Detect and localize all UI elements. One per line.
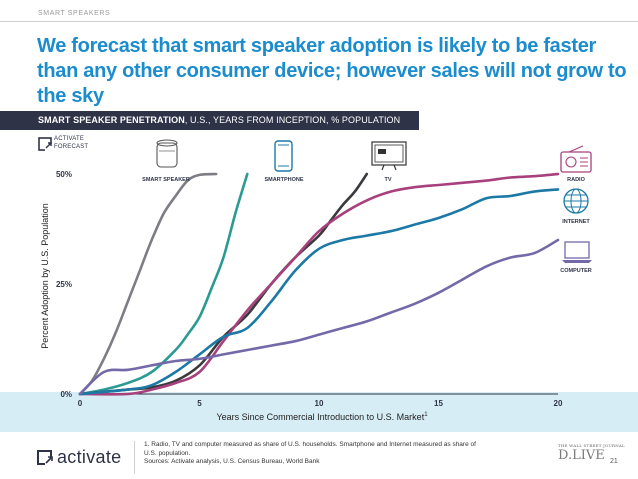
y-tick-label: 0% — [60, 390, 72, 399]
banner-rest: , U.S., YEARS FROM INCEPTION, % POPULATI… — [184, 115, 401, 125]
radio-icon — [560, 145, 592, 173]
series-label-smart-speaker: SMART SPEAKER — [142, 177, 190, 183]
section-rule — [0, 21, 638, 22]
adoption-chart: 0% 25% 50% 0 5 10 15 20 SMART SPEAKER SMARTPHON… — [40, 139, 592, 422]
x-axis-label: Years Since Commercial Introduction to U… — [216, 412, 428, 422]
axis-band — [0, 392, 638, 432]
footnote: 1. Radio, TV and computer measured as sh… — [144, 441, 524, 467]
tv-icon — [371, 141, 407, 171]
x-tick-label: 15 — [434, 399, 443, 408]
footer-divider — [134, 441, 135, 474]
smartphone-icon — [274, 140, 293, 172]
x-axis-label-text: Years Since Commercial Introduction to U… — [216, 412, 424, 422]
x-tick-label: 0 — [78, 399, 83, 408]
globe-icon — [563, 188, 589, 214]
footnote-line-3: Sources: Activate analysis, U.S. Census … — [144, 458, 320, 465]
activate-logo-text: activate — [57, 447, 122, 467]
series-line-tv — [78, 172, 369, 396]
forecast-mark-icon — [38, 137, 52, 151]
x-tick-label: 5 — [197, 399, 202, 408]
partner-logo-big: D.LIVE — [558, 448, 605, 463]
series-label-tv: TV — [384, 177, 391, 183]
forecast-line-1: ACTIVATE — [54, 136, 85, 142]
forecast-text: ACTIVATE FORECAST — [54, 135, 88, 151]
series-label-radio: RADIO — [567, 177, 585, 183]
partner-logo-small: THE WALL STREET JOURNAL — [558, 443, 625, 448]
page-number: 21 — [610, 458, 618, 465]
banner-bold: SMART SPEAKER PENETRATION — [38, 115, 185, 125]
series-label-smartphone: SMARTPHONE — [264, 177, 303, 183]
smart-speaker-icon — [156, 139, 178, 168]
series-line-smart-speaker — [78, 172, 218, 396]
series-line-internet — [78, 188, 560, 396]
activate-logo-icon — [37, 450, 53, 466]
y-axis-label: Percent Adoption by U.S. Population — [40, 203, 50, 349]
laptop-icon — [562, 241, 592, 263]
y-tick-label: 50% — [56, 170, 72, 179]
series-label-internet: INTERNET — [562, 219, 590, 225]
series-label-computer: COMPUTER — [560, 268, 592, 274]
y-tick-label: 25% — [56, 280, 72, 289]
footnote-line-2: U.S. population. — [144, 449, 191, 457]
forecast-line-2: FORECAST — [54, 144, 89, 150]
footnote-line-1: 1. Radio, TV and computer measured as sh… — [144, 441, 476, 448]
series-line-computer — [78, 238, 560, 396]
section-tag: SMART SPEAKERS — [38, 10, 111, 17]
series-line-radio — [78, 172, 560, 396]
x-tick-label: 20 — [554, 399, 563, 408]
chart-banner: SMART SPEAKER PENETRATION, U.S., YEARS F… — [0, 111, 419, 130]
x-tick-label: 10 — [315, 399, 324, 408]
headline: We forecast that smart speaker adoption … — [37, 35, 627, 107]
x-axis-label-sup: 1 — [424, 412, 428, 418]
partner-logo: THE WALL STREET JOURNAL D.LIVE — [558, 443, 625, 471]
forecast-legend: ACTIVATE FORECAST — [38, 135, 118, 155]
series-line-smartphone — [78, 172, 249, 396]
